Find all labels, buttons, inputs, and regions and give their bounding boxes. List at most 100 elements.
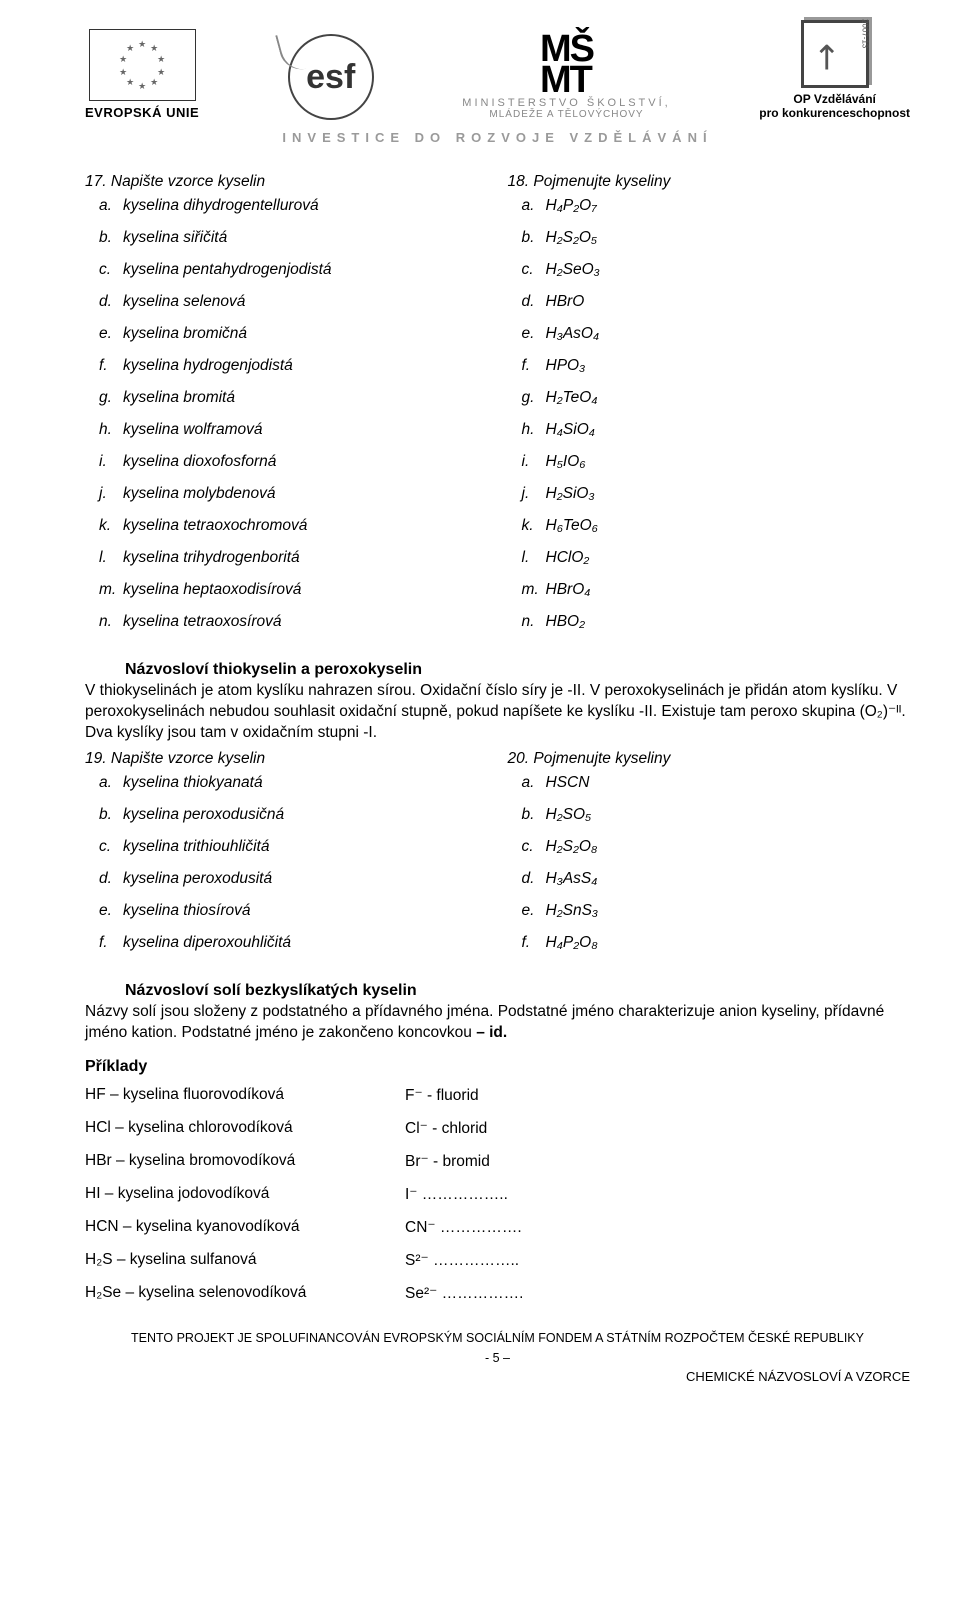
- list-item: i.kyselina dioxofosforná: [85, 451, 488, 483]
- esf-text: esf: [306, 58, 355, 97]
- msmt-line2: MLÁDEŽE A TĚLOVÝCHOVY: [489, 109, 643, 120]
- list-item: a.kyselina thiokyanatá: [85, 772, 488, 804]
- list-item: k.kyselina tetraoxochromová: [85, 515, 488, 547]
- list-item: m. kyselina heptaoxodisírová: [85, 579, 488, 611]
- list-text: kyselina peroxodusitá: [123, 870, 272, 887]
- list-key: l.: [522, 549, 530, 567]
- msmt-logo: MŠ MT MINISTERSTVO ŠKOLSTVÍ, MLÁDEŽE A T…: [462, 34, 670, 120]
- list-key: d.: [522, 870, 535, 888]
- list-key: a.: [522, 774, 535, 792]
- q17-head: 17. Napište vzorce kyselin: [85, 173, 488, 191]
- list-text: kyselina thiosírová: [123, 902, 251, 919]
- list-item: f.H₄P₂O₈: [508, 932, 911, 964]
- list-key: f.: [99, 357, 108, 375]
- salts-para: Názvy solí jsou složeny z podstatného a …: [85, 1002, 910, 1044]
- list-item: d. H₃AsS₄: [508, 868, 911, 900]
- thio-para: V thiokyselinách je atom kyslíku nahraze…: [85, 681, 910, 744]
- list-key: b.: [99, 229, 112, 247]
- q19-head: 19. Napište vzorce kyselin: [85, 750, 488, 768]
- list-key: a.: [99, 774, 112, 792]
- example-right: F⁻ - fluorid: [405, 1086, 910, 1105]
- op-icon: ↗ 2007-13: [801, 20, 869, 88]
- example-right: Cl⁻ - chlorid: [405, 1119, 910, 1138]
- list-key: c.: [522, 838, 534, 856]
- list-item: j.kyselina molybdenová: [85, 483, 488, 515]
- list-item: c.kyselina trithiouhličitá: [85, 836, 488, 868]
- list-key: h.: [99, 421, 112, 439]
- formula-text: H₂SO₅: [546, 806, 592, 823]
- q20-column: 20. Pojmenujte kyseliny a.HSCNb.H₂SO₅c.H…: [508, 750, 911, 964]
- formula-text: H₄P₂O₇: [546, 197, 597, 214]
- list-text: kyselina tetraoxochromová: [123, 517, 307, 534]
- list-key: f.: [99, 934, 108, 952]
- formula-text: H₄P₂O₈: [546, 934, 598, 951]
- list-key: n.: [522, 613, 535, 631]
- list-item: a.kyselina dihydrogentellurová: [85, 195, 488, 227]
- list-item: h. kyselina wolframová: [85, 419, 488, 451]
- list-item: c. H₂S₂O₈: [508, 836, 911, 868]
- formula-text: H₂SiO₃: [546, 485, 595, 502]
- list-text: kyselina dihydrogentellurová: [123, 197, 319, 214]
- list-item: n.kyselina tetraoxosírová: [85, 611, 488, 643]
- list-text: kyselina wolframová: [123, 421, 263, 438]
- list-item: d.kyselina selenová: [85, 291, 488, 323]
- formula-text: HBrO: [546, 293, 585, 310]
- tagline: INVESTICE DO ROZVOJE VZDĚLÁVÁNÍ: [85, 130, 910, 145]
- q17-q18-grid: 17. Napište vzorce kyselin a.kyselina di…: [85, 173, 910, 643]
- example-left: HI – kyselina jodovodíková: [85, 1185, 405, 1204]
- q18-head: 18. Pojmenujte kyseliny: [508, 173, 911, 191]
- example-right: I⁻ ……………..: [405, 1185, 910, 1204]
- example-left: HF – kyselina fluorovodíková: [85, 1086, 405, 1105]
- list-key: b.: [522, 229, 535, 247]
- list-key: d.: [522, 293, 535, 311]
- list-item: n.HBO₂: [508, 611, 911, 643]
- formula-text: H₂SeO₃: [546, 261, 600, 278]
- esf-icon: esf: [288, 34, 374, 120]
- list-key: m.: [522, 581, 539, 599]
- list-text: kyselina diperoxouhličitá: [123, 934, 291, 951]
- list-text: kyselina siřičitá: [123, 229, 227, 246]
- list-text: kyselina peroxodusičná: [123, 806, 284, 823]
- list-key: i.: [522, 453, 530, 471]
- list-text: kyselina bromitá: [123, 389, 235, 406]
- list-key: a.: [522, 197, 535, 215]
- formula-text: HClO₂: [546, 549, 590, 566]
- footer-line: TENTO PROJEKT JE SPOLUFINANCOVÁN EVROPSK…: [85, 1331, 910, 1345]
- list-key: e.: [522, 902, 535, 920]
- list-text: kyselina dioxofosforná: [123, 453, 276, 470]
- list-key: h.: [522, 421, 535, 439]
- list-item: b.H₂S₂O₅: [508, 227, 911, 259]
- list-text: kyselina hydrogenjodistá: [123, 357, 293, 374]
- msmt-icon: MŠ MT: [540, 34, 593, 95]
- list-text: kyselina bromičná: [123, 325, 247, 342]
- q19-list: a.kyselina thiokyanatá b. kyselina peroxod…: [85, 772, 488, 964]
- list-key: m.: [99, 581, 116, 599]
- formula-text: H₃AsS₄: [546, 870, 598, 887]
- list-text: kyselina heptaoxodisírová: [123, 581, 301, 598]
- list-item: m. HBrO₄: [508, 579, 911, 611]
- page: ★ ★ ★ ★ ★ ★ ★ ★ ★ ★ EVROPSKÁ UNIE esf: [0, 0, 960, 1404]
- formula-text: HSCN: [546, 774, 590, 791]
- list-item: f. kyselina hydrogenjodistá: [85, 355, 488, 387]
- list-key: l.: [99, 549, 107, 567]
- list-key: d.: [99, 870, 112, 888]
- formula-text: H₂S₂O₈: [546, 838, 598, 855]
- example-right: Se²⁻ …………….: [405, 1284, 910, 1303]
- list-key: b.: [522, 806, 535, 824]
- formula-text: HBrO₄: [546, 581, 591, 598]
- examples-table: HF – kyselina fluorovodíkováF⁻ - fluorid…: [85, 1086, 910, 1303]
- example-left: HCl – kyselina chlorovodíková: [85, 1119, 405, 1138]
- list-key: e.: [99, 325, 112, 343]
- examples-title: Příklady: [85, 1058, 910, 1076]
- eu-logo: ★ ★ ★ ★ ★ ★ ★ ★ ★ ★ EVROPSKÁ UNIE: [85, 29, 199, 120]
- msmt-line1: MINISTERSTVO ŠKOLSTVÍ,: [462, 97, 670, 109]
- example-right: CN⁻ …………….: [405, 1218, 910, 1237]
- example-right: Br⁻ - bromid: [405, 1152, 910, 1171]
- list-key: b.: [99, 806, 112, 824]
- list-item: e. kyselina bromičná: [85, 323, 488, 355]
- list-key: g.: [99, 389, 112, 407]
- formula-text: H₄SiO₄: [546, 421, 595, 438]
- list-text: kyselina pentahydrogenjodistá: [123, 261, 332, 278]
- list-item: i.H₅IO₆: [508, 451, 911, 483]
- list-item: e.kyselina thiosírová: [85, 900, 488, 932]
